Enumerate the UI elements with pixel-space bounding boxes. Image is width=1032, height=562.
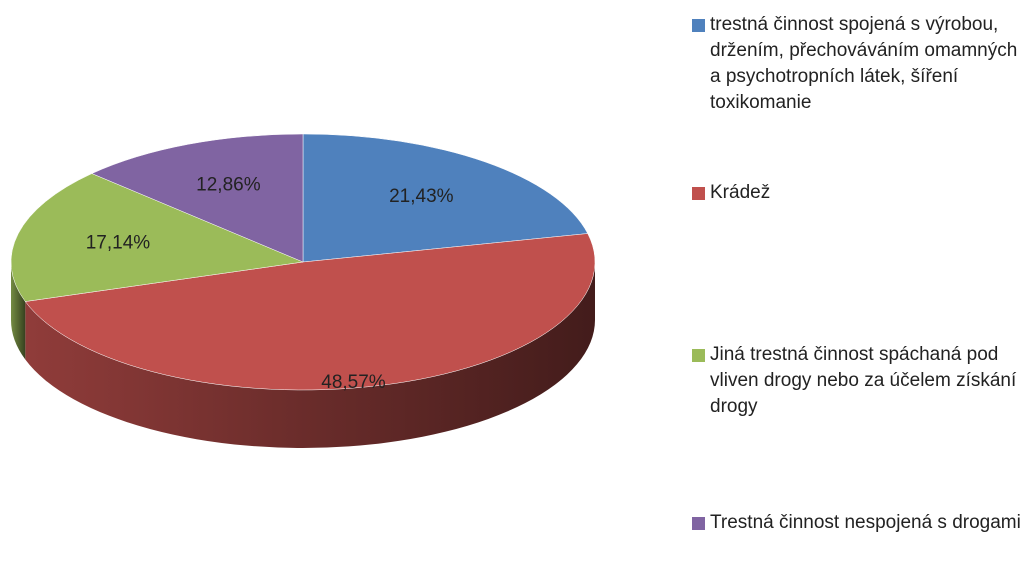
legend-label: Krádež (710, 182, 771, 203)
legend-entry: Trestná činnost nespojená s drogami (692, 510, 1022, 536)
slice (302, 133, 589, 263)
slice (10, 173, 304, 302)
data-labels: 21,43% 48,57% 17,14% 12,86% (86, 175, 454, 393)
data-label: 21,43% (389, 186, 454, 207)
legend-entry: trestná činnost spojená s výrobou, držen… (692, 12, 1022, 116)
data-label: 12,86% (196, 175, 261, 196)
legend-label: Jiná trestná činnost spáchaná pod vliven… (710, 344, 1017, 417)
pie-sides (11, 262, 595, 449)
legend-swatch (692, 349, 705, 362)
legend-entry: Krádež (692, 180, 1022, 206)
legend-entry: Jiná trestná činnost spáchaná pod vliven… (692, 342, 1022, 420)
slice (24, 233, 596, 391)
data-label: 48,57% (321, 372, 386, 393)
legend-swatch (692, 517, 705, 530)
legend-swatch (692, 187, 705, 200)
slice-side (25, 262, 595, 449)
data-label: 17,14% (86, 233, 151, 254)
pie-tops (10, 133, 596, 391)
legend-swatch (692, 19, 705, 32)
legend-label: Trestná činnost nespojená s drogami (710, 512, 1021, 533)
slice-side (11, 262, 26, 360)
legend-label: trestná činnost spojená s výrobou, držen… (710, 14, 1018, 113)
slice (91, 133, 304, 263)
